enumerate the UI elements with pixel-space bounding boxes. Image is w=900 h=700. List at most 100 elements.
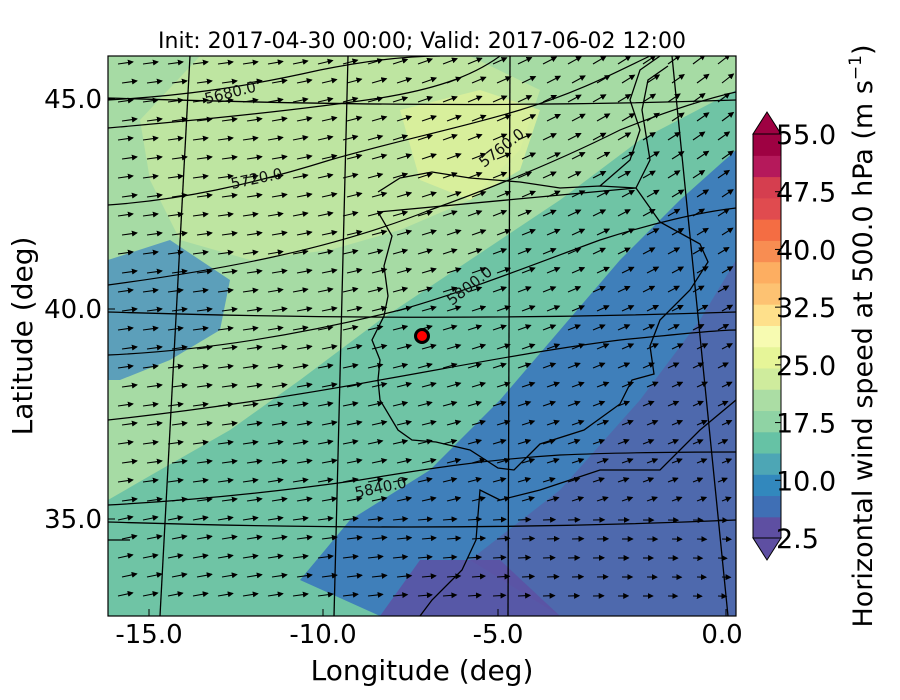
wind-arrow bbox=[492, 95, 508, 103]
wind-arrow bbox=[121, 533, 138, 540]
wind-arrow bbox=[117, 211, 134, 218]
plot-frame bbox=[107, 55, 737, 617]
wind-arrow bbox=[467, 362, 483, 369]
wind-arrow bbox=[546, 381, 561, 388]
colorbar-band bbox=[753, 516, 781, 539]
gridline-lat-45 bbox=[108, 97, 736, 106]
wind-arrow bbox=[267, 477, 284, 484]
wind-arrow bbox=[592, 247, 607, 255]
y-tick-label: 45.0 bbox=[44, 85, 102, 115]
wind-arrow bbox=[221, 154, 238, 161]
wind-arrow bbox=[246, 306, 263, 313]
wind-arrow bbox=[271, 192, 288, 199]
wind-arrow bbox=[192, 135, 209, 142]
wind-arrow bbox=[371, 572, 388, 579]
wind-arrow bbox=[321, 496, 338, 503]
wind-arrow bbox=[596, 496, 609, 502]
wind-arrow bbox=[642, 56, 657, 65]
wind-arrow bbox=[246, 534, 263, 541]
wind-arrow bbox=[246, 458, 263, 465]
wind-arrow bbox=[217, 59, 234, 66]
wind-arrow bbox=[396, 535, 413, 542]
wind-vectors bbox=[117, 56, 735, 600]
wind-arrow bbox=[467, 438, 483, 445]
wind-arrow bbox=[492, 57, 508, 65]
wind-arrow bbox=[496, 343, 511, 350]
wind-arrow bbox=[371, 496, 388, 502]
colorbar-tick-label: 32.5 bbox=[776, 293, 836, 324]
wind-arrow bbox=[392, 248, 409, 255]
wind-arrow bbox=[267, 135, 284, 142]
wind-arrow bbox=[396, 191, 413, 198]
wind-arrow bbox=[117, 59, 134, 66]
contour-5840 bbox=[108, 451, 736, 506]
wind-arrow bbox=[317, 286, 334, 293]
wind-arrow bbox=[617, 362, 631, 369]
wind-arrow bbox=[671, 419, 684, 426]
wind-arrow bbox=[642, 477, 655, 483]
wind-arrow bbox=[246, 154, 263, 161]
wind-arrow bbox=[242, 249, 259, 256]
colorbar-label-exponent: −1 bbox=[846, 55, 866, 80]
wind-arrow bbox=[192, 211, 209, 218]
wind-arrow bbox=[646, 266, 660, 274]
wind-arrow bbox=[592, 209, 607, 217]
wind-arrow bbox=[346, 229, 363, 236]
contour-5720 bbox=[108, 56, 651, 206]
wind-arrow bbox=[346, 381, 363, 388]
wind-arrow bbox=[267, 401, 284, 408]
wind-arrow bbox=[421, 229, 437, 236]
wind-arrow bbox=[342, 96, 359, 103]
wind-arrow bbox=[692, 324, 705, 331]
wind-arrow bbox=[617, 56, 632, 65]
wind-arrow bbox=[721, 150, 735, 160]
wind-arrow bbox=[442, 554, 458, 561]
wind-arrow bbox=[446, 114, 462, 122]
wind-arrow bbox=[392, 592, 409, 599]
wind-arrow bbox=[442, 286, 458, 293]
wind-arrow bbox=[271, 268, 288, 275]
wind-arrow bbox=[667, 324, 680, 331]
wind-arrow bbox=[617, 209, 631, 217]
wind-arrow bbox=[342, 477, 359, 484]
wind-arrow bbox=[696, 227, 709, 236]
wind-arrow bbox=[417, 554, 433, 561]
wind-arrow bbox=[142, 249, 159, 256]
wind-arrow bbox=[442, 210, 458, 217]
wind-arrow bbox=[692, 170, 706, 179]
wind-arrow bbox=[321, 572, 338, 579]
wind-arrow bbox=[242, 553, 259, 560]
wind-arrow bbox=[217, 363, 234, 370]
gridline-lat-35 bbox=[108, 519, 736, 528]
wind-arrow bbox=[717, 477, 728, 483]
wind-arrow bbox=[571, 228, 586, 236]
wind-arrow bbox=[217, 325, 234, 332]
wind-arrow bbox=[617, 438, 630, 445]
wind-arrow bbox=[292, 439, 309, 446]
wind-arrow bbox=[192, 325, 209, 332]
wind-arrow bbox=[592, 362, 606, 369]
wind-arrow bbox=[521, 535, 536, 542]
wind-arrow bbox=[296, 192, 313, 199]
wind-arrow bbox=[142, 59, 159, 66]
wind-arrow bbox=[696, 112, 710, 122]
wind-arrow bbox=[121, 420, 138, 427]
wind-arrow bbox=[417, 400, 433, 407]
wind-arrow bbox=[117, 590, 134, 597]
wind-arrow bbox=[421, 76, 438, 84]
wind-arrow bbox=[246, 572, 263, 579]
wind-arrow bbox=[267, 363, 284, 370]
colorbar-label: Horizontal wind speed at 500.0 hPa (m s−… bbox=[846, 44, 879, 627]
wind-arrow bbox=[692, 208, 706, 217]
wind-arrow bbox=[446, 419, 462, 426]
wind-arrow bbox=[717, 208, 730, 217]
wind-arrow bbox=[117, 97, 134, 104]
wind-arrow bbox=[696, 266, 709, 274]
wind-arrow bbox=[692, 439, 704, 445]
wind-arrow bbox=[421, 496, 437, 502]
wind-arrow bbox=[542, 133, 557, 141]
wind-arrow bbox=[496, 381, 511, 388]
wind-arrow bbox=[146, 344, 163, 351]
wind-arrow bbox=[146, 496, 163, 503]
wind-arrow bbox=[667, 93, 681, 103]
